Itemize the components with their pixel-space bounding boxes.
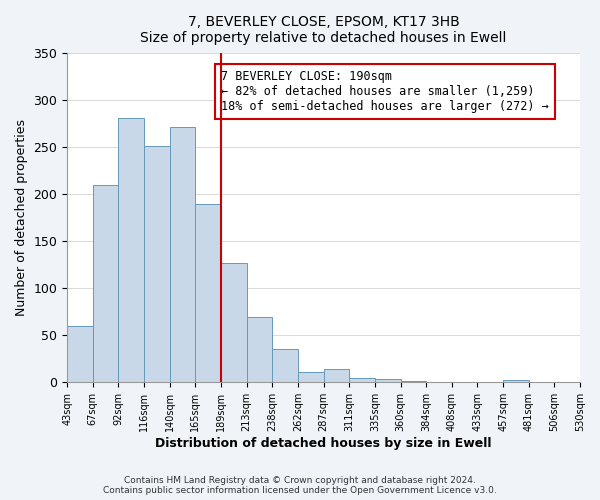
Bar	[170, 126, 196, 382]
Bar	[118, 118, 144, 382]
Y-axis label: Number of detached properties: Number of detached properties	[15, 120, 28, 316]
Text: 7 BEVERLEY CLOSE: 190sqm
← 82% of detached houses are smaller (1,259)
18% of sem: 7 BEVERLEY CLOSE: 190sqm ← 82% of detach…	[221, 70, 549, 113]
Bar	[375, 378, 401, 382]
Bar	[67, 326, 93, 382]
Bar	[144, 146, 170, 382]
Title: 7, BEVERLEY CLOSE, EPSOM, KT17 3HB
Size of property relative to detached houses : 7, BEVERLEY CLOSE, EPSOM, KT17 3HB Size …	[140, 15, 507, 45]
Bar	[272, 350, 298, 382]
Bar	[298, 372, 323, 382]
Bar	[323, 369, 349, 382]
Text: Contains HM Land Registry data © Crown copyright and database right 2024.
Contai: Contains HM Land Registry data © Crown c…	[103, 476, 497, 495]
Bar	[93, 185, 118, 382]
X-axis label: Distribution of detached houses by size in Ewell: Distribution of detached houses by size …	[155, 437, 492, 450]
Bar	[503, 380, 529, 382]
Bar	[247, 316, 272, 382]
Bar	[196, 204, 221, 382]
Bar	[221, 263, 247, 382]
Bar	[349, 378, 375, 382]
